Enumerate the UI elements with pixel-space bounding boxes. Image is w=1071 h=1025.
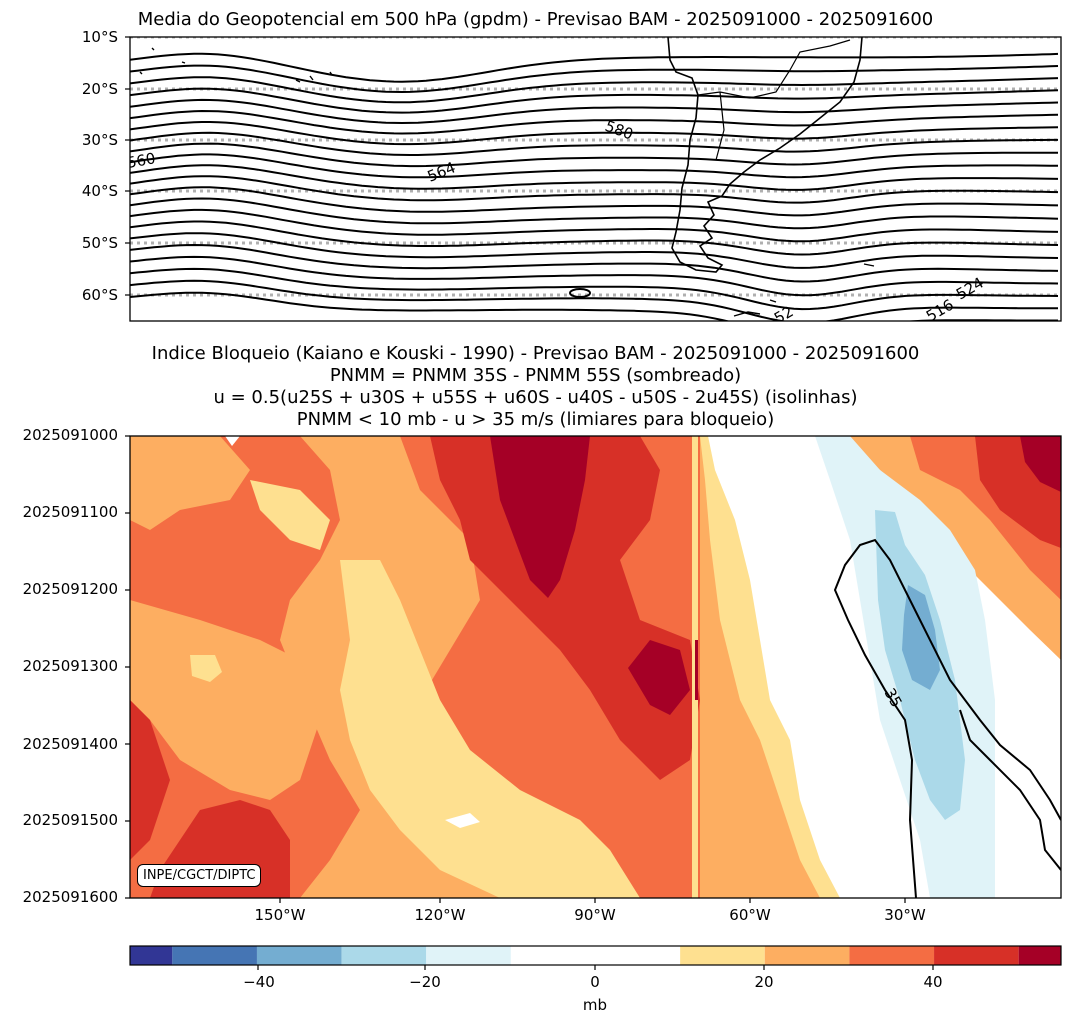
index-xtick: 120°W — [414, 906, 466, 924]
colorbar-segment — [764, 946, 850, 965]
fill-neutral — [445, 813, 480, 828]
index-ytick: 2025091400 — [22, 735, 118, 753]
geopotential-isolines — [130, 52, 1059, 321]
geopotential-isoline — [130, 164, 1059, 191]
geopotential-isoline — [130, 98, 1059, 125]
colorbar-tick: 20 — [754, 973, 774, 991]
geopotential-isoline — [130, 52, 1059, 83]
index-ytick: 2025091000 — [22, 426, 118, 444]
contour-label: 560 — [126, 149, 157, 172]
geopotential-isoline — [130, 131, 1058, 156]
geopotential-isoline — [130, 175, 1059, 204]
index-ytick: 2025091100 — [22, 503, 118, 521]
index-ticks — [125, 435, 906, 903]
colorbar-segment — [426, 946, 511, 965]
map-ytick: 30°S — [81, 131, 118, 149]
geopotential-isoline — [130, 208, 1059, 243]
colorbar-segment — [341, 946, 427, 965]
colorbar-tick: −40 — [243, 973, 275, 991]
index-ytick: 2025091500 — [22, 811, 118, 829]
index-ytick: 2025091300 — [22, 657, 118, 675]
map-ytick: 20°S — [81, 80, 118, 98]
geopotential-isoline — [130, 109, 1059, 135]
small-islands — [139, 47, 875, 317]
fill-20-30 — [130, 436, 250, 530]
fill-minus30-minus40 — [902, 585, 940, 690]
blocking-index-panel: 35 — [130, 436, 1061, 898]
colorbar-segment — [256, 946, 342, 965]
map-ytick: 50°S — [81, 234, 118, 252]
geopotential-map: 560 564 580 524 516 52 — [126, 37, 1061, 321]
fill-50-plus — [628, 640, 690, 715]
index-ytick: 2025091600 — [22, 888, 118, 906]
map-yticks — [125, 36, 130, 296]
fill-40-50 — [430, 436, 700, 780]
geopotential-isoline — [130, 220, 1059, 256]
south-america-coastline — [667, 37, 863, 273]
geopotential-isoline — [130, 64, 1059, 94]
geopotential-isoline — [130, 153, 1058, 179]
credit-badge: INPE/CGCT/DIPTC — [137, 864, 262, 887]
map-frame — [129, 36, 1062, 322]
fill-40-50 — [130, 700, 170, 860]
geopotential-isoline — [130, 255, 1059, 297]
fill-10-20 — [340, 560, 640, 898]
south-america-inland-border — [697, 39, 851, 161]
map-title: Media do Geopotencial em 500 hPa (gpdm) … — [137, 9, 934, 30]
u-isoline-35 — [959, 709, 1061, 871]
colorbar-tick: 0 — [590, 973, 600, 991]
geopotential-isoline — [130, 121, 1059, 146]
fill-50-plus-stripe — [695, 640, 698, 700]
closed-low-contour — [569, 288, 591, 298]
index-title-line-3: u = 0.5(u25S + u30S + u55S + u60S - u40S… — [213, 387, 858, 408]
colorbar-ticks — [257, 965, 934, 970]
fill-20-30 — [130, 600, 320, 800]
index-xtick: 150°W — [254, 906, 306, 924]
fill-50-plus — [1020, 436, 1061, 492]
index-title-line-2: PNMM = PNMM 35S - PNMM 55S (sombreado) — [329, 365, 742, 386]
colorbar-unit-label: mb — [582, 996, 608, 1014]
latitude-gridlines — [130, 37, 1061, 297]
u-isoline-35 — [833, 538, 1061, 898]
geopotential-isoline — [130, 267, 1059, 311]
colorbar-segment — [172, 946, 257, 965]
fill-10-20 — [190, 655, 222, 682]
geopotential-isoline — [130, 291, 1058, 321]
geopotential-isoline — [130, 87, 1059, 114]
colorbar-segment — [130, 946, 173, 965]
colorbar-segment — [680, 946, 765, 965]
map-ytick: 60°S — [81, 286, 118, 304]
colorbar-segment — [849, 946, 935, 965]
index-xtick: 30°W — [884, 906, 926, 924]
map-ytick: 10°S — [81, 28, 118, 46]
geopotential-isoline — [130, 76, 1059, 104]
geopotential-isoline — [130, 279, 1058, 321]
fill-50-plus — [490, 436, 590, 598]
geopotential-isoline — [130, 142, 1058, 168]
fill-neutral — [225, 436, 240, 446]
index-xtick: 60°W — [729, 906, 771, 924]
colorbar-segment — [1018, 946, 1061, 965]
index-xtick: 90°W — [574, 906, 616, 924]
colorbar-segment — [510, 946, 681, 965]
colorbar-segment — [934, 946, 1019, 965]
map-ytick: 40°S — [81, 182, 118, 200]
geopotential-isoline — [130, 243, 1059, 283]
colorbar — [130, 946, 1061, 965]
index-title-line-4: PNMM < 10 mb - u > 35 m/s (limiares para… — [296, 409, 775, 430]
colorbar-tick: 40 — [923, 973, 943, 991]
geopotential-isoline — [130, 186, 1059, 217]
index-ytick: 2025091200 — [22, 580, 118, 598]
fill-10-20 — [250, 480, 330, 550]
index-title-line-1: Indice Bloqueio (Kaiano e Kouski - 1990)… — [151, 343, 920, 364]
geopotential-isoline — [130, 232, 1059, 269]
geopotential-isoline — [130, 197, 1059, 230]
colorbar-tick: −20 — [409, 973, 441, 991]
